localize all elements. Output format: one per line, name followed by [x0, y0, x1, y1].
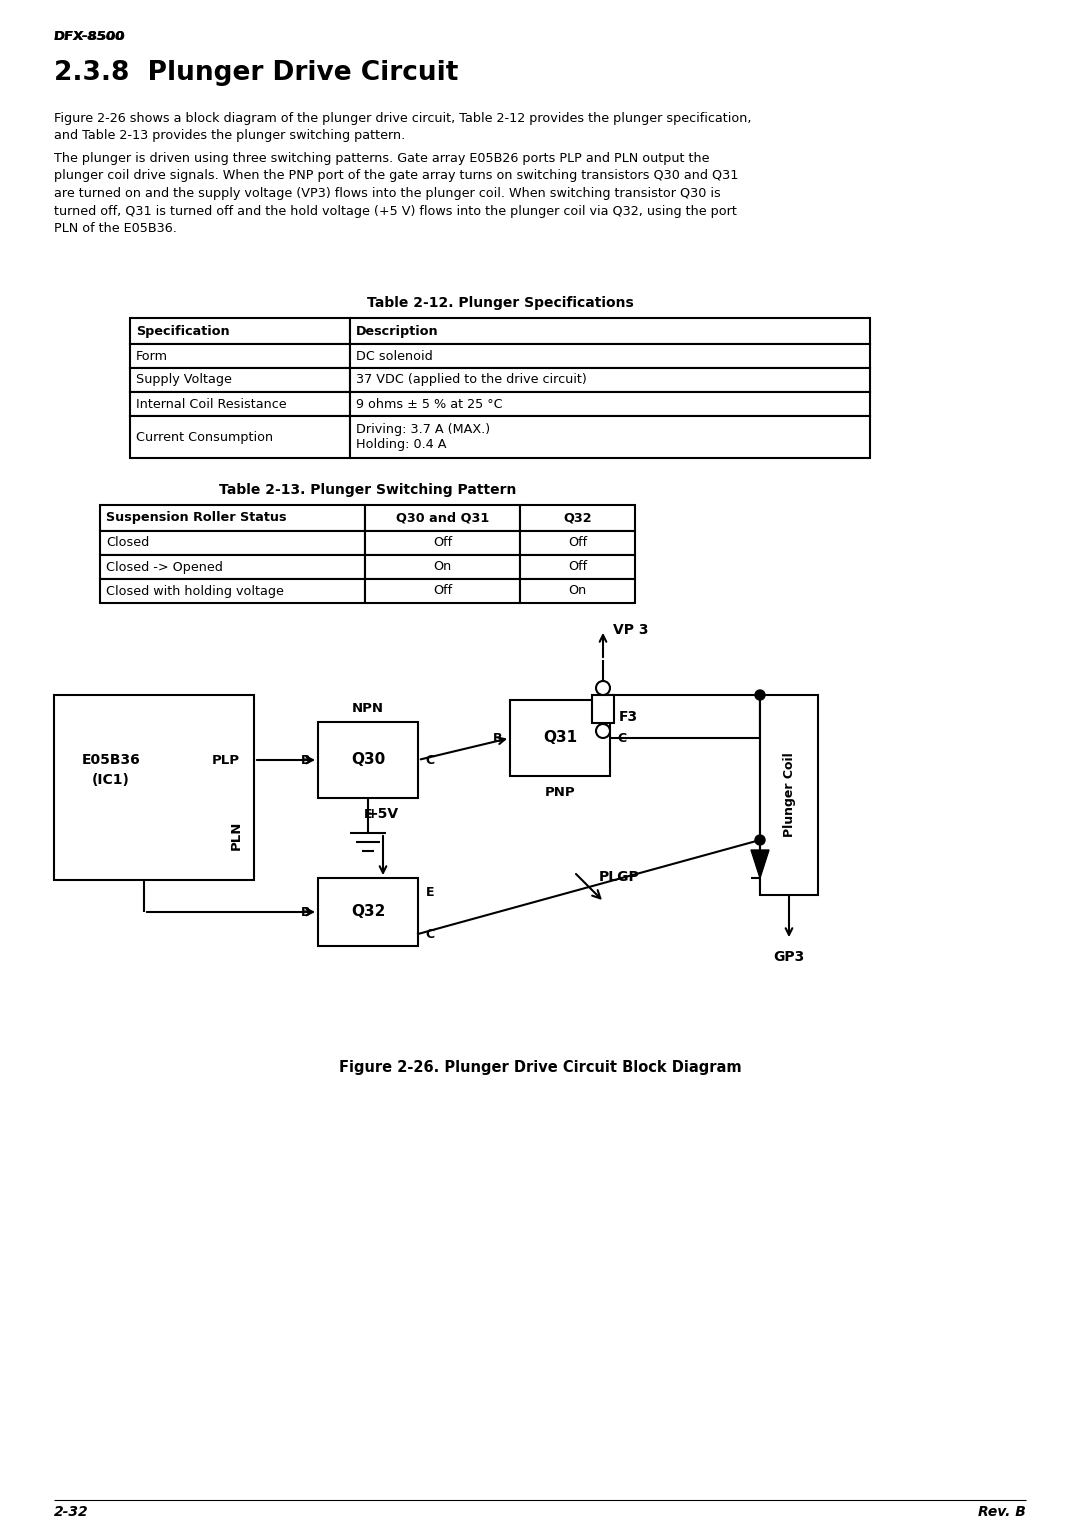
Text: 2.3.8  Plunger Drive Circuit: 2.3.8 Plunger Drive Circuit — [54, 60, 458, 86]
Text: Specification: Specification — [136, 324, 230, 338]
Text: F3: F3 — [619, 711, 638, 724]
Bar — [592, 695, 615, 723]
Text: On: On — [568, 585, 586, 597]
Bar — [100, 579, 365, 604]
Bar — [365, 532, 519, 555]
Bar — [350, 393, 870, 416]
Bar — [100, 504, 365, 532]
Text: Current Consumption: Current Consumption — [136, 431, 273, 443]
Bar — [130, 344, 350, 368]
Text: PLGP: PLGP — [599, 869, 639, 885]
Text: Off: Off — [568, 536, 588, 550]
Text: Off: Off — [433, 536, 453, 550]
Text: Closed: Closed — [106, 536, 149, 550]
Text: E05B36: E05B36 — [82, 753, 140, 767]
Bar — [318, 879, 418, 946]
Text: 2-32: 2-32 — [54, 1505, 89, 1519]
Text: C: C — [618, 732, 626, 744]
Text: DFX-8500: DFX-8500 — [54, 31, 125, 43]
Circle shape — [755, 691, 765, 700]
Text: Q30 and Q31: Q30 and Q31 — [396, 512, 489, 524]
Bar — [760, 695, 818, 895]
Text: Off: Off — [568, 561, 588, 573]
Bar — [365, 504, 519, 532]
Text: PLP: PLP — [212, 753, 240, 767]
Text: Internal Coil Resistance: Internal Coil Resistance — [136, 397, 286, 411]
Bar — [350, 416, 870, 458]
Bar — [130, 368, 350, 393]
Text: Figure 2-26. Plunger Drive Circuit Block Diagram: Figure 2-26. Plunger Drive Circuit Block… — [339, 1060, 741, 1076]
Bar — [130, 318, 350, 344]
Text: Q30: Q30 — [351, 752, 386, 767]
Text: Suspension Roller Status: Suspension Roller Status — [106, 512, 286, 524]
Text: Supply Voltage: Supply Voltage — [136, 373, 232, 387]
Text: 9 ohms ± 5 % at 25 °C: 9 ohms ± 5 % at 25 °C — [356, 397, 502, 411]
Text: Closed -> Opened: Closed -> Opened — [106, 561, 222, 573]
Bar — [365, 579, 519, 604]
Text: B: B — [301, 753, 311, 767]
Text: Form: Form — [136, 350, 168, 362]
Text: DC solenoid: DC solenoid — [356, 350, 433, 362]
Bar — [510, 700, 610, 776]
Text: C: C — [426, 927, 434, 941]
Text: Holding: 0.4 A: Holding: 0.4 A — [356, 439, 446, 451]
Text: NPN: NPN — [352, 701, 384, 715]
Text: Plunger Coil: Plunger Coil — [783, 753, 796, 837]
Bar — [519, 579, 635, 604]
Text: E: E — [364, 807, 373, 821]
Text: Off: Off — [433, 585, 453, 597]
Bar — [100, 532, 365, 555]
Bar — [350, 344, 870, 368]
Bar — [130, 416, 350, 458]
Text: B: B — [301, 906, 311, 918]
Text: PNP: PNP — [544, 785, 576, 799]
Bar — [100, 555, 365, 579]
Bar — [365, 555, 519, 579]
Text: PLN: PLN — [229, 821, 243, 850]
Text: 37 VDC (applied to the drive circuit): 37 VDC (applied to the drive circuit) — [356, 373, 586, 387]
Text: DFX-8500: DFX-8500 — [54, 31, 126, 43]
Bar — [519, 555, 635, 579]
Text: Q32: Q32 — [563, 512, 592, 524]
Text: GP3: GP3 — [773, 950, 805, 964]
Text: Figure 2-26 shows a block diagram of the plunger drive circuit, Table 2-12 provi: Figure 2-26 shows a block diagram of the… — [54, 112, 752, 142]
Text: Table 2-12. Plunger Specifications: Table 2-12. Plunger Specifications — [366, 296, 633, 310]
Bar — [318, 723, 418, 798]
Text: On: On — [433, 561, 451, 573]
Text: Rev. B: Rev. B — [978, 1505, 1026, 1519]
Text: The plunger is driven using three switching patterns. Gate array E05B26 ports PL: The plunger is driven using three switch… — [54, 151, 739, 235]
Circle shape — [596, 724, 610, 738]
Bar — [54, 695, 254, 880]
Bar — [519, 532, 635, 555]
Text: Closed with holding voltage: Closed with holding voltage — [106, 585, 284, 597]
Polygon shape — [751, 850, 769, 879]
Bar — [130, 393, 350, 416]
Bar — [350, 318, 870, 344]
Text: +5V: +5V — [367, 807, 400, 821]
Text: E: E — [426, 886, 434, 898]
Circle shape — [755, 834, 765, 845]
Bar — [350, 368, 870, 393]
Text: Driving: 3.7 A (MAX.): Driving: 3.7 A (MAX.) — [356, 423, 490, 435]
Text: C: C — [426, 753, 434, 767]
Text: Q32: Q32 — [351, 905, 386, 920]
Text: B: B — [494, 732, 503, 744]
Text: Table 2-13. Plunger Switching Pattern: Table 2-13. Plunger Switching Pattern — [219, 483, 516, 497]
Text: Description: Description — [356, 324, 438, 338]
Text: VP 3: VP 3 — [613, 623, 648, 637]
Circle shape — [596, 681, 610, 695]
Bar — [519, 504, 635, 532]
Text: (IC1): (IC1) — [92, 773, 130, 787]
Text: Q31: Q31 — [543, 730, 577, 746]
